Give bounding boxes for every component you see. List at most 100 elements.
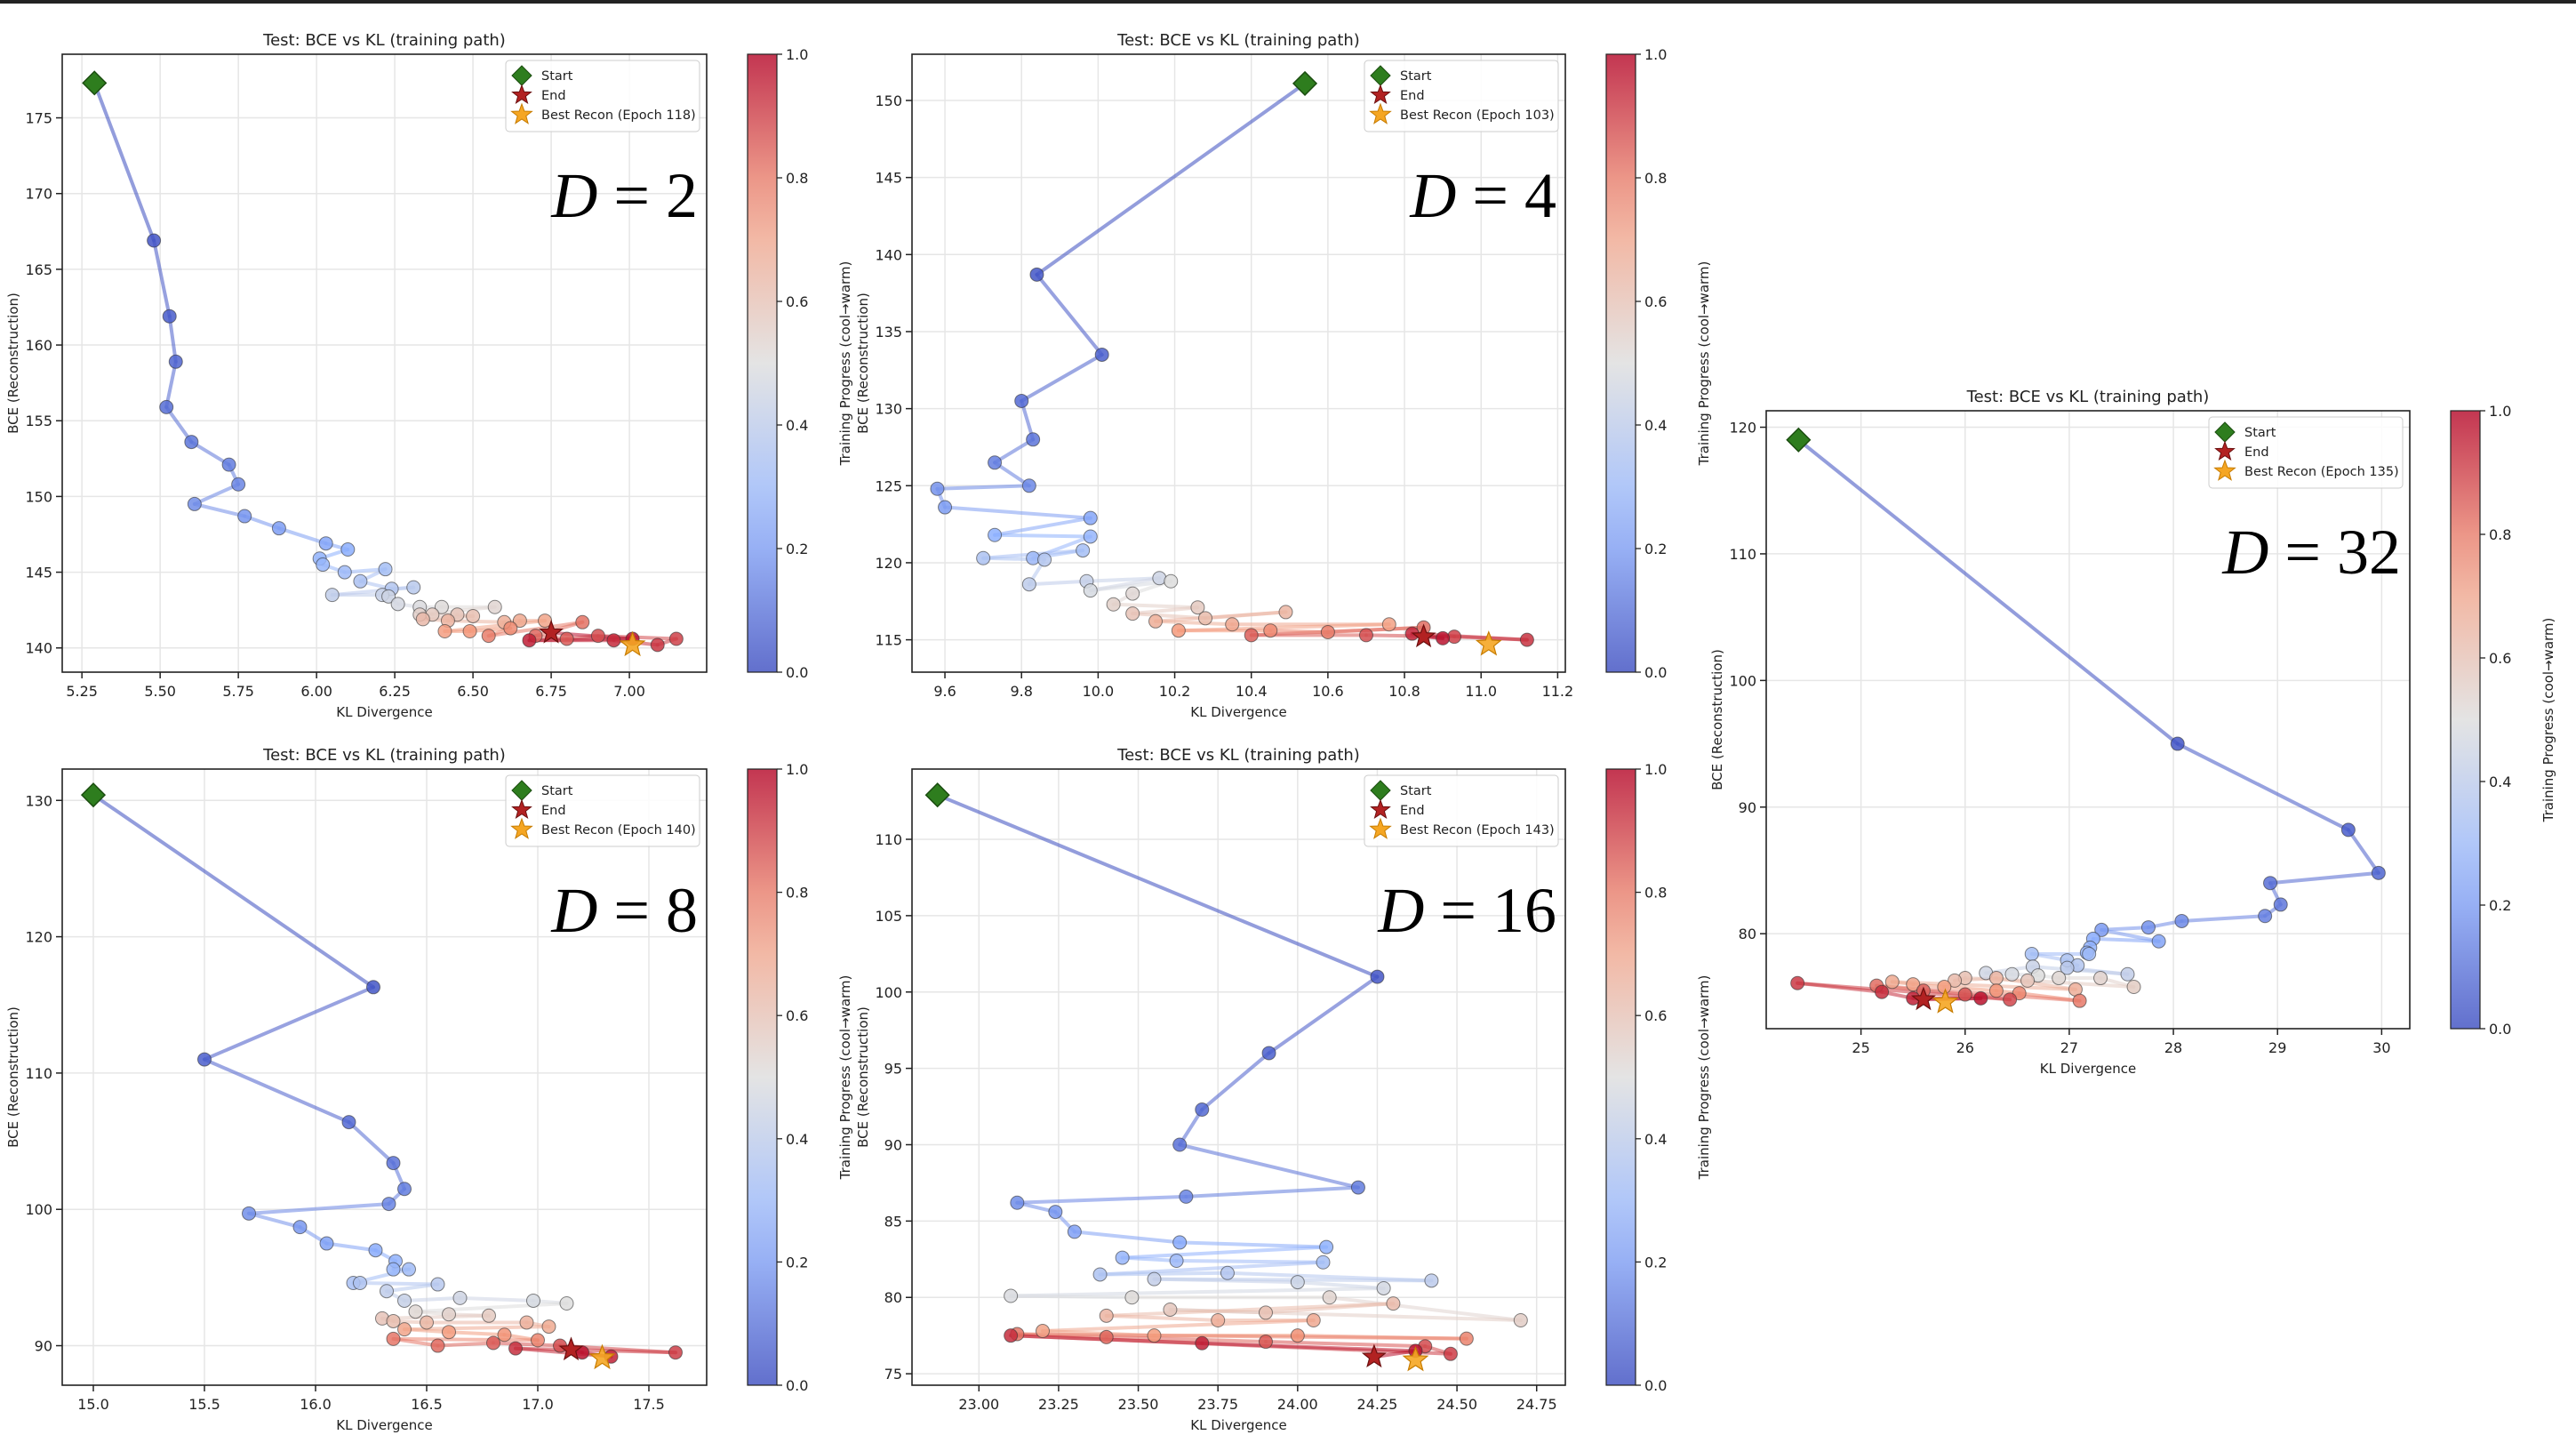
- data-point: [1172, 1137, 1188, 1152]
- colorbar: [2450, 410, 2481, 1030]
- data-point: [415, 612, 430, 627]
- chart-5: 25 26 27 28 29 30 80 90 100 110 120 Test: BCE vs KL…: [1709, 388, 2556, 1077]
- colorbar-tick-label: 0.0: [1644, 1377, 1667, 1394]
- x-axis-label: KL Divergence: [336, 1417, 432, 1433]
- path-segment: [189, 440, 231, 467]
- data-point: [1004, 1288, 1019, 1303]
- legend-end-icon: [1370, 798, 1391, 820]
- x-tick-label: 26: [1956, 1039, 1974, 1056]
- x-tick-label: 15.0: [77, 1396, 109, 1413]
- data-point: [1125, 586, 1140, 601]
- data-point: [1258, 1335, 1273, 1350]
- x-tick-label: 23.00: [958, 1396, 999, 1413]
- y-axis-label: BCE (Reconstruction): [5, 293, 21, 434]
- data-point: [452, 1290, 468, 1305]
- legend-end-label: End: [1400, 89, 1425, 103]
- path-segment: [1020, 352, 1104, 403]
- chart-1: 5.25 5.50 5.75 6.00 6.25 6.50 6.75 7.00 140 145 15…: [5, 31, 853, 720]
- data-point: [1037, 552, 1052, 567]
- colorbar-tick-label: 0.8: [1644, 885, 1667, 902]
- path-segment: [167, 314, 178, 364]
- data-point: [1169, 1254, 1184, 1269]
- path-segment: [2091, 936, 2161, 943]
- y-tick-label: 110: [25, 1065, 52, 1082]
- path-segment: [324, 1241, 378, 1253]
- data-point: [381, 589, 396, 604]
- data-point: [1147, 1328, 1162, 1343]
- colorbar-tick-label: 0.6: [1644, 293, 1667, 310]
- y-tick-label: 80: [1739, 926, 1756, 942]
- data-point: [531, 1333, 545, 1348]
- plot-area: [912, 54, 1565, 672]
- dimension-value: = 8: [613, 875, 698, 946]
- data-point: [1988, 983, 2004, 998]
- path-segment: [192, 482, 241, 506]
- y-tick-label: 130: [25, 792, 52, 809]
- data-point: [1386, 1296, 1401, 1311]
- chart-title: Test: BCE vs KL (training path): [1966, 388, 2210, 406]
- end-marker: [1361, 1343, 1387, 1368]
- data-point: [1029, 267, 1044, 282]
- data-point: [2004, 966, 2020, 982]
- x-tick-label: 16.5: [411, 1396, 443, 1413]
- data-point: [1083, 529, 1098, 544]
- data-point: [2020, 973, 2036, 988]
- data-point: [1099, 1329, 1114, 1344]
- path-segment: [247, 1211, 302, 1230]
- x-tick-label: 10.2: [1159, 683, 1191, 700]
- data-point: [237, 509, 252, 524]
- y-axis-label: BCE (Reconstruction): [5, 1006, 21, 1148]
- x-tick-label: 5.75: [222, 683, 254, 700]
- best-recon-marker: [1932, 988, 1959, 1014]
- data-point: [197, 1052, 212, 1067]
- y-tick-label: 100: [1729, 672, 1756, 689]
- x-tick-label: 16.0: [300, 1396, 332, 1413]
- data-point: [381, 1197, 396, 1212]
- data-point: [353, 573, 368, 589]
- data-point: [1036, 1324, 1050, 1339]
- y-tick-label: 90: [1739, 799, 1756, 816]
- x-tick-label: 17.0: [522, 1396, 554, 1413]
- path-segment: [385, 1282, 440, 1294]
- path-segment: [1184, 1185, 1360, 1198]
- y-tick-label: 160: [25, 337, 52, 354]
- data-point: [242, 1206, 256, 1221]
- path-segment: [203, 985, 375, 1062]
- data-point: [340, 542, 356, 557]
- x-tick-label: 10.4: [1236, 683, 1268, 700]
- y-tick-label: 165: [25, 261, 52, 278]
- colorbar-tick-label: 0.2: [1644, 1254, 1667, 1271]
- colorbar-label: Training Progress (cool→warm): [1696, 975, 1712, 1181]
- colorbar: [1605, 53, 1636, 673]
- data-point: [442, 1325, 456, 1340]
- data-point: [559, 631, 574, 646]
- data-point: [187, 496, 202, 511]
- data-point: [366, 980, 380, 995]
- path-segment: [2100, 926, 2150, 932]
- x-tick-label: 25: [1852, 1039, 1869, 1056]
- data-point: [1092, 1267, 1108, 1282]
- y-tick-label: 155: [25, 413, 52, 429]
- colorbar-tick-label: 0.0: [1644, 664, 1667, 681]
- data-point: [380, 1284, 394, 1299]
- x-tick-label: 24.00: [1277, 1396, 1318, 1413]
- data-point: [487, 599, 502, 614]
- data-point: [1083, 510, 1098, 525]
- path-segment: [1200, 1051, 1271, 1111]
- data-point: [1010, 1195, 1025, 1210]
- data-point: [503, 621, 518, 636]
- path-segment: [1154, 610, 1288, 623]
- data-point: [1316, 1255, 1331, 1270]
- x-tick-label: 11.0: [1465, 683, 1497, 700]
- best-recon-marker: [1402, 1346, 1429, 1372]
- data-point: [386, 1313, 401, 1328]
- path-segment: [92, 81, 156, 243]
- data-point: [1790, 975, 1805, 990]
- data-point: [1319, 1239, 1334, 1255]
- data-point: [1322, 1290, 1337, 1305]
- data-point: [1244, 628, 1259, 643]
- x-tick-label: 7.00: [613, 683, 645, 700]
- y-tick-label: 135: [875, 324, 902, 341]
- end-marker: [1411, 623, 1436, 648]
- y-tick-label: 105: [875, 908, 902, 925]
